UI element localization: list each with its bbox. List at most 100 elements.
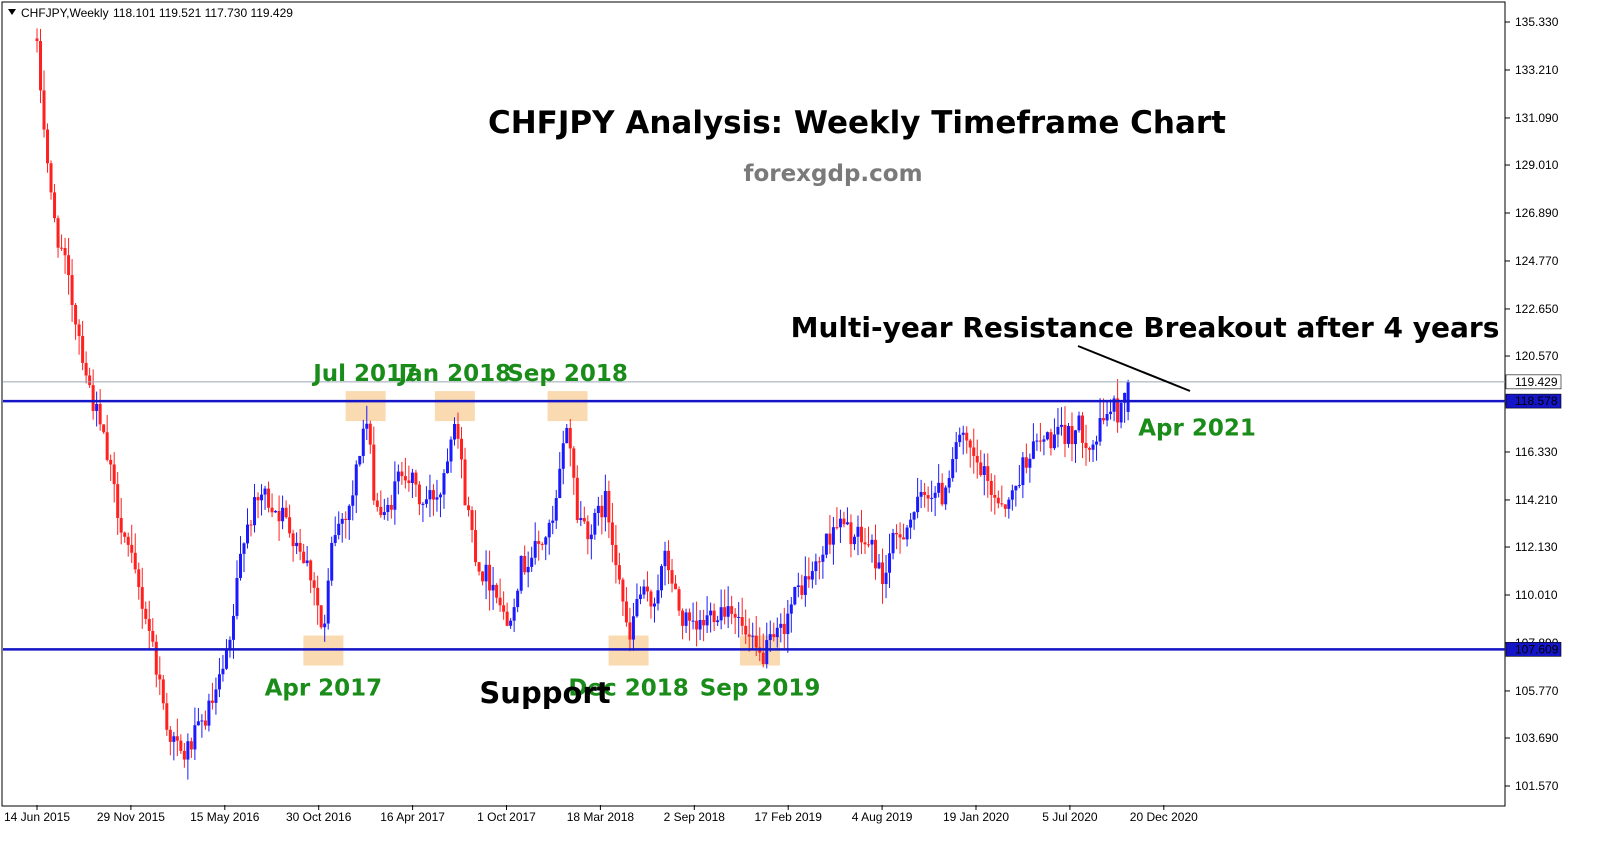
y-tick-label: 124.770 [1515,254,1559,268]
candle [631,602,635,651]
candle-body [1059,424,1063,427]
candle-body [400,471,404,477]
candle-body [614,544,618,566]
candle [1014,485,1018,507]
candle [866,526,870,548]
candle [831,517,835,565]
candle-body [445,461,449,474]
candle-body [951,459,955,479]
candle [775,617,779,648]
candle-body [1081,415,1085,443]
candle [544,535,548,561]
candle-body [940,482,944,505]
candle [642,579,646,599]
candle [986,453,990,498]
candle-body [60,247,64,249]
candle [789,597,793,633]
candle [421,501,425,522]
candle [561,430,565,485]
candle-body [326,580,330,624]
candle-body [582,518,586,522]
candle-body [835,527,839,529]
candle [895,524,899,550]
candle-body [845,522,849,525]
candle-body [1003,504,1007,509]
candle [344,511,348,539]
candle-body [1063,424,1067,444]
candle [502,591,506,620]
candle-body [386,504,390,513]
candle-body [547,522,551,538]
candle [1031,423,1035,460]
candle [189,737,193,758]
candle [730,595,734,625]
candle [63,237,67,274]
candle-body [712,610,716,623]
candle-body [484,564,488,582]
candle-body [270,507,274,513]
x-tick-label: 16 Apr 2017 [380,810,445,824]
candle-body [1084,442,1088,449]
candle-body [726,606,730,617]
candle [996,490,1000,509]
candle-body [109,459,113,465]
candle [253,483,257,533]
candle [53,183,57,223]
candle-body [800,585,804,595]
candle-body [323,623,327,628]
candle [274,510,278,513]
candle-body [284,507,288,518]
dropdown-triangle-icon[interactable] [8,9,16,15]
candle [968,438,972,468]
candle-body [954,442,958,460]
candle [519,555,523,594]
candle-body [754,635,758,648]
candle [993,475,997,515]
candle [442,469,446,509]
y-tick-label: 129.010 [1515,158,1559,172]
candle-body [477,562,481,572]
y-tick-label: 103.690 [1515,731,1559,745]
candle [1084,424,1088,466]
candle-body [649,591,653,607]
candle [596,496,600,526]
candle [49,160,53,200]
candle [516,588,520,613]
candle [91,369,95,420]
candle [554,489,558,529]
candle-body [642,586,646,595]
candle-body [428,490,432,500]
candle-body [1035,440,1039,442]
candle [586,515,590,555]
candle-body [600,505,604,518]
candle [1088,446,1092,462]
candle [133,533,137,574]
candle [1063,406,1067,458]
candle [488,550,492,611]
x-tick-label: 2 Sep 2018 [664,810,726,824]
candle-body [217,674,221,690]
candle [102,424,106,434]
candle-body [888,553,892,573]
candle [954,431,958,473]
candle-body [512,607,516,621]
level-touch-highlight [434,391,475,422]
candle [817,556,821,580]
candle-body [523,556,527,573]
candle-body [39,41,43,91]
candle-body [631,616,635,640]
candle-body [638,594,642,600]
candle-body [298,542,302,552]
candle [207,693,211,732]
candle [277,495,281,541]
candle-body [909,519,913,528]
candle-body [796,585,800,588]
candle-body [158,674,162,680]
candle-body [740,617,744,626]
candle-body [133,552,137,570]
candle [610,502,614,563]
candle [635,583,639,618]
candle-body [288,517,292,534]
